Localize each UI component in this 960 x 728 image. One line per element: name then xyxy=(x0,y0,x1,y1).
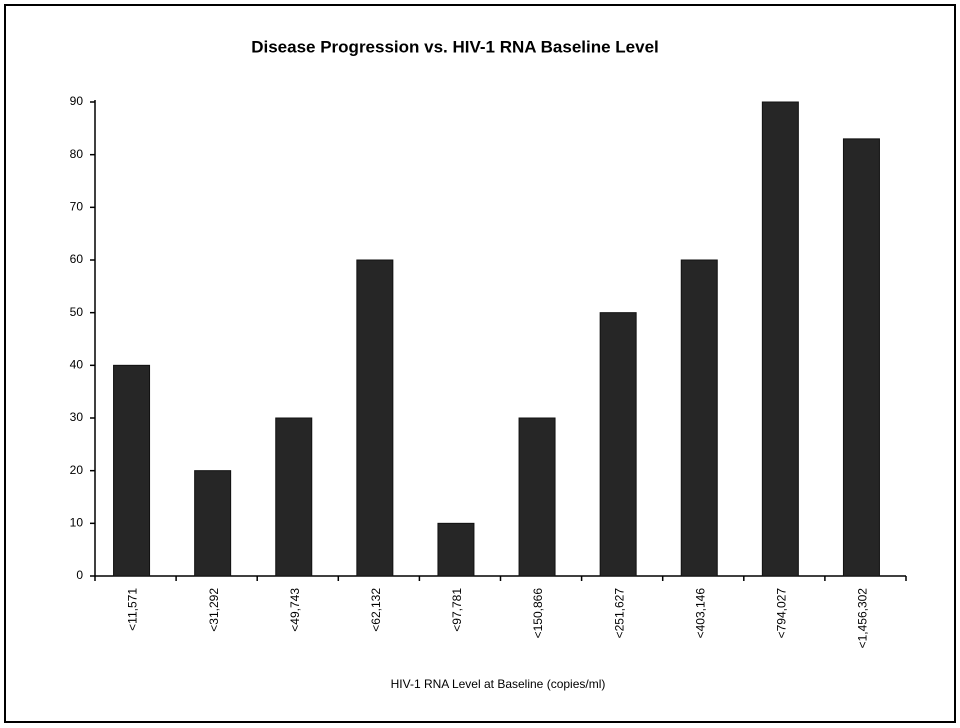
x-tick-label: <49,743 xyxy=(288,588,302,632)
y-tick-label: 30 xyxy=(70,410,84,424)
bar xyxy=(356,259,394,577)
y-tick-label: 10 xyxy=(70,516,84,530)
x-tick-label: <62,132 xyxy=(369,588,383,632)
chart-frame xyxy=(4,4,956,723)
bar xyxy=(761,101,799,577)
bar xyxy=(680,259,718,577)
y-tick-label: 40 xyxy=(70,358,84,372)
bar xyxy=(842,138,880,577)
chart-title: Disease Progression vs. HIV-1 RNA Baseli… xyxy=(251,37,659,56)
bar xyxy=(194,470,232,577)
x-axis-title: HIV-1 RNA Level at Baseline (copies/ml) xyxy=(391,677,606,691)
y-tick-label: 0 xyxy=(76,568,83,582)
x-tick-label: <150,866 xyxy=(531,588,545,639)
bar xyxy=(437,522,475,577)
x-tick-label: <251,627 xyxy=(612,588,626,639)
y-tick-label: 20 xyxy=(70,463,84,477)
bar xyxy=(275,417,313,577)
y-tick-label: 60 xyxy=(70,252,84,266)
bar xyxy=(599,312,637,577)
x-tick-label: <11,571 xyxy=(126,588,140,631)
bar xyxy=(518,417,556,577)
y-tick-label: 50 xyxy=(70,305,84,319)
bar xyxy=(113,364,151,577)
x-tick-label: <97,781 xyxy=(450,588,464,632)
x-tick-label: <403,146 xyxy=(693,588,707,639)
x-tick-label: <31,292 xyxy=(207,588,221,632)
x-tick-label: <1,456,302 xyxy=(856,588,870,649)
y-tick-label: 80 xyxy=(70,147,84,161)
y-tick-label: 70 xyxy=(70,200,84,214)
y-tick-label: 90 xyxy=(70,94,84,108)
x-tick-label: <794,027 xyxy=(775,588,789,639)
